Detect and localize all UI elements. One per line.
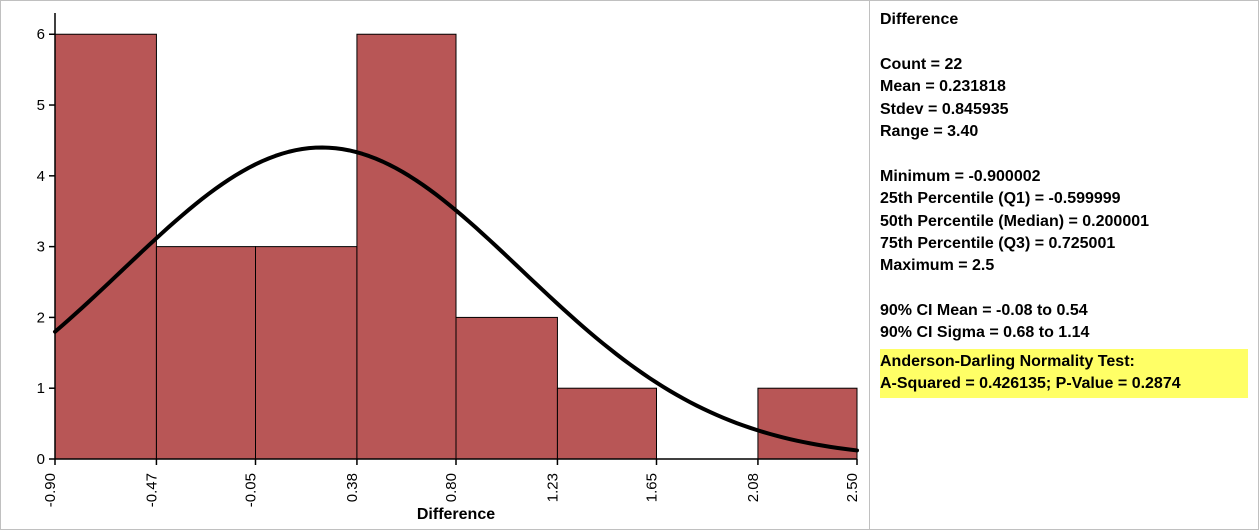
svg-text:6: 6: [37, 26, 45, 43]
svg-text:0.80: 0.80: [443, 473, 460, 502]
stat-q3: 75th Percentile (Q3) = 0.725001: [880, 233, 1248, 255]
stats-title: Difference: [880, 9, 1248, 31]
svg-text:Difference: Difference: [417, 506, 495, 523]
svg-text:4: 4: [37, 168, 45, 185]
svg-text:-0.47: -0.47: [143, 473, 160, 507]
svg-text:2.08: 2.08: [745, 473, 762, 502]
stat-maximum: Maximum = 2.5: [880, 255, 1248, 277]
svg-text:0.38: 0.38: [344, 473, 361, 502]
svg-text:3: 3: [37, 239, 45, 256]
normality-test-values: A-Squared = 0.426135; P-Value = 0.2874: [880, 373, 1248, 395]
stat-count: Count = 22: [880, 54, 1248, 76]
histogram-chart: 0 1 2 3 4 5 6 -0.90 -0.47 -0.05 0.38 0.80 1.23 1.65 2.…: [1, 1, 869, 529]
stat-stdev: Stdev = 0.845935: [880, 99, 1248, 121]
stats-panel: Difference Count = 22 Mean = 0.231818 St…: [870, 0, 1259, 530]
svg-text:2: 2: [37, 309, 45, 326]
stat-range: Range = 3.40: [880, 121, 1248, 143]
main-container: 0 1 2 3 4 5 6 -0.90 -0.47 -0.05 0.38 0.80 1.23 1.65 2.…: [0, 0, 1259, 530]
svg-text:0: 0: [37, 451, 45, 468]
svg-text:-0.05: -0.05: [243, 473, 260, 507]
stat-median: 50th Percentile (Median) = 0.200001: [880, 211, 1248, 233]
stat-mean: Mean = 0.231818: [880, 76, 1248, 98]
stat-q1: 25th Percentile (Q1) = -0.599999: [880, 188, 1248, 210]
stat-minimum: Minimum = -0.900002: [880, 166, 1248, 188]
stat-ci-mean: 90% CI Mean = -0.08 to 0.54: [880, 300, 1248, 322]
svg-text:1: 1: [37, 380, 45, 397]
chart-panel: 0 1 2 3 4 5 6 -0.90 -0.47 -0.05 0.38 0.80 1.23 1.65 2.…: [0, 0, 870, 530]
svg-text:1.23: 1.23: [544, 473, 561, 502]
stat-ci-sigma: 90% CI Sigma = 0.68 to 1.14: [880, 322, 1248, 344]
svg-text:2.50: 2.50: [844, 473, 861, 502]
svg-text:5: 5: [37, 97, 45, 114]
svg-text:1.65: 1.65: [644, 473, 661, 502]
normality-test-block: Anderson-Darling Normality Test: A-Squar…: [880, 349, 1248, 398]
svg-text:-0.90: -0.90: [42, 473, 59, 507]
normality-test-label: Anderson-Darling Normality Test:: [880, 351, 1248, 373]
